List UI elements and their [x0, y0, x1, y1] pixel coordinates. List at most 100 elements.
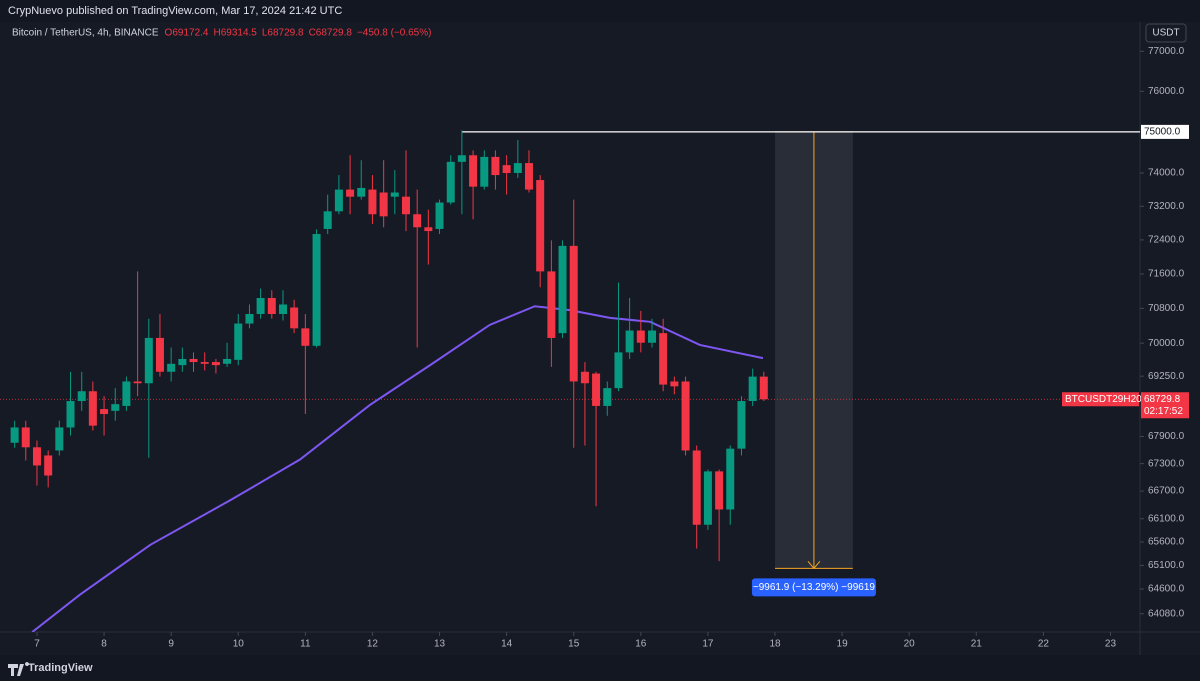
candle-body [413, 214, 422, 228]
symbol: Bitcoin / TetherUS, 4h, BINANCE [12, 28, 159, 39]
candle-body [32, 447, 41, 466]
currency-box [1145, 23, 1187, 43]
candle-body [155, 337, 164, 372]
logo [8, 662, 29, 676]
candle-body [88, 391, 97, 426]
candle-body [748, 376, 757, 402]
ohlc-value: L68729.8 [262, 28, 304, 39]
x-tick-label: 18 [769, 639, 781, 650]
candle-body [457, 155, 466, 162]
candle-body [290, 307, 299, 329]
x-tick-label: 9 [168, 639, 174, 650]
x-tick-label: 16 [635, 639, 647, 650]
candle-body [625, 330, 634, 353]
candle-body [178, 358, 187, 366]
candle-body [703, 471, 712, 525]
measure-label: −9961.9 (−13.29%) −99619 [753, 582, 875, 593]
candle-body [491, 156, 500, 176]
x-tick-label: 17 [702, 639, 714, 650]
candle-body [211, 362, 220, 366]
x-tick-label: 21 [971, 639, 983, 650]
candle-body [569, 245, 578, 382]
candle-body [122, 381, 131, 406]
symbol-tag [1062, 392, 1139, 407]
candle-body [189, 358, 198, 363]
x-tick-label: 14 [501, 639, 513, 650]
ohlc-value: C68729.8 [309, 28, 353, 39]
candle-body [144, 337, 153, 384]
candle-body [368, 189, 377, 215]
candle-body [726, 448, 735, 510]
candle-body [648, 330, 657, 343]
x-tick-label: 8 [101, 639, 107, 650]
candle-body [133, 381, 142, 384]
y-tick-label: 76000.0 [1148, 86, 1185, 97]
price-label: 68729.8 [1144, 394, 1181, 405]
y-tick-label: 67900.0 [1148, 431, 1185, 442]
candle-body [77, 391, 86, 402]
candle-body [670, 381, 679, 387]
candle-body [446, 161, 455, 203]
candle-body [524, 163, 533, 190]
candle-body [424, 227, 433, 232]
currency: USDT [1152, 28, 1179, 39]
y-tick-label: 71600.0 [1148, 269, 1185, 280]
x-tick-label: 13 [434, 639, 446, 650]
y-tick-label: 72400.0 [1148, 235, 1185, 246]
y-tick-label: 77000.0 [1148, 46, 1185, 57]
y-tick-label: 73200.0 [1148, 201, 1185, 212]
candle-body [256, 298, 265, 315]
candle-body [580, 371, 589, 384]
candle-body [346, 189, 355, 197]
candle-body [100, 409, 109, 414]
candle-body [681, 381, 690, 451]
brand: TradingView [28, 662, 93, 674]
candle-body [614, 352, 623, 389]
candle-body [301, 328, 310, 346]
x-tick-label: 12 [367, 639, 379, 650]
publisher: CrypNuevo published on TradingView.com, … [8, 5, 342, 17]
measure-label-box [751, 578, 876, 597]
x-tick-label: 15 [568, 639, 580, 650]
candle-body [66, 401, 75, 428]
candle-body [558, 245, 567, 334]
candle-body [636, 330, 645, 343]
y-tick-label: 66100.0 [1148, 513, 1185, 524]
candle-body [223, 358, 232, 364]
candle-body [737, 401, 746, 449]
moving-average [31, 305, 764, 632]
candle-body [312, 234, 321, 346]
candle-body [469, 155, 478, 187]
candle-body [502, 165, 511, 173]
x-tick-label: 10 [233, 639, 245, 650]
y-tick-label: 67300.0 [1148, 458, 1185, 469]
countdown: 02:17:52 [1144, 406, 1183, 417]
candle-body [692, 450, 701, 525]
ohlc-value: O69172.4 [165, 28, 209, 39]
candle-body [715, 471, 724, 510]
candle-body [10, 427, 19, 443]
symbol-label: BTCUSDT29H2024 [1065, 394, 1153, 405]
y-tick-label: 64600.0 [1148, 584, 1185, 595]
x-tick-label: 19 [837, 639, 849, 650]
candle-body [44, 455, 53, 476]
candle-body [55, 427, 64, 451]
y-tick-label: 64080.0 [1148, 608, 1185, 619]
measure-arrowhead [807, 561, 821, 570]
ohlc-value: H69314.5 [213, 28, 257, 39]
ohlc-value: −450.8 (−0.65%) [357, 28, 432, 39]
candle-body [200, 362, 209, 364]
y-tick-label: 74000.0 [1148, 168, 1185, 179]
candle-body [659, 333, 668, 385]
candle-body [167, 363, 176, 372]
candle-body [357, 187, 366, 197]
candle-body [21, 427, 30, 448]
candle-body [513, 163, 522, 173]
candle-body [267, 298, 276, 315]
candle-body [547, 271, 556, 338]
candle-body [536, 180, 545, 272]
candle-body [379, 192, 388, 217]
x-tick-label: 22 [1038, 639, 1050, 650]
